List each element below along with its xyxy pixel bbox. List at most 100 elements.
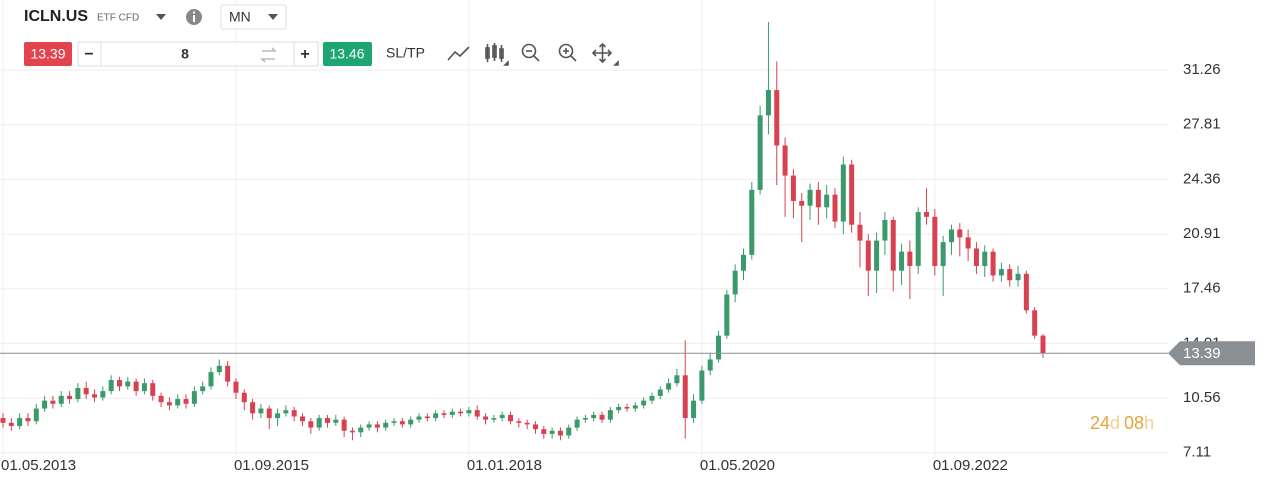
candle-body: [433, 413, 439, 419]
candle-body: [1040, 335, 1046, 354]
symbol-dropdown[interactable]: [156, 14, 166, 20]
candle-body: [724, 294, 730, 336]
candle-body: [774, 90, 780, 146]
candle-body: [366, 424, 372, 428]
candle-chart-icon[interactable]: [485, 43, 509, 66]
candle-body: [824, 194, 830, 208]
candle-body: [75, 387, 81, 400]
x-tick-label: 01.05.2020: [700, 457, 775, 474]
candle-body: [208, 372, 214, 387]
candle-body: [100, 391, 106, 398]
sl-tp-button[interactable]: SL/TP: [386, 45, 425, 61]
candle-body: [474, 410, 480, 417]
candle-body: [316, 418, 322, 428]
swap-icon[interactable]: [260, 47, 277, 63]
zoom-in-icon[interactable]: [558, 43, 577, 62]
candle-body: [832, 194, 838, 222]
candle-body: [815, 189, 821, 208]
timeframe-select[interactable]: [220, 4, 287, 30]
candle-body: [408, 419, 414, 425]
candle-body: [283, 410, 289, 414]
candle-body: [8, 422, 14, 426]
candle-body: [341, 419, 347, 431]
candle-body: [191, 391, 197, 404]
symbol[interactable]: ICLN.US: [24, 8, 88, 25]
timeframe-dropdown: [268, 14, 278, 20]
current-price-tag: [1168, 341, 1255, 366]
candle-body: [757, 115, 763, 190]
x-tick-label: 01.05.2013: [1, 457, 76, 474]
candle-body: [233, 381, 239, 393]
candle-body: [175, 399, 181, 406]
candle-body: [250, 402, 256, 414]
candle-body: [666, 383, 672, 390]
candle-body: [383, 422, 389, 428]
minus-button[interactable]: −: [84, 46, 93, 63]
sell-button[interactable]: [24, 42, 72, 66]
pan-icon[interactable]: [591, 42, 619, 66]
candle-body: [308, 421, 314, 428]
grid: [0, 0, 1168, 458]
candle-body: [25, 418, 31, 422]
candle-body: [965, 237, 971, 249]
candle-body: [58, 395, 64, 404]
candle-body: [915, 212, 921, 266]
candle-body: [990, 251, 996, 276]
candle-body: [957, 229, 963, 238]
quantity-input[interactable]: 8: [181, 46, 189, 62]
candle-body: [840, 164, 846, 222]
candle-body: [607, 410, 613, 420]
candle-body: [982, 251, 988, 266]
candle-body: [740, 254, 746, 271]
candle-body: [216, 365, 222, 373]
candle-body: [641, 400, 647, 406]
candle-body: [790, 175, 796, 201]
candle-body: [632, 405, 638, 409]
candle-body: [225, 365, 231, 382]
candle-body: [516, 421, 522, 423]
candle-body: [133, 381, 139, 392]
y-tick-label: 31.26: [1183, 61, 1221, 78]
candle-body: [907, 251, 913, 266]
candle-body: [466, 410, 472, 414]
candle-body: [566, 427, 572, 436]
candle-body: [508, 414, 514, 422]
candle-body: [599, 414, 605, 420]
y-tick-label: 17.46: [1183, 280, 1221, 297]
candle-body: [166, 402, 172, 406]
buy-button[interactable]: [323, 42, 372, 66]
candle-body: [499, 414, 505, 419]
candle-body: [582, 418, 588, 420]
candle-body: [649, 395, 655, 401]
candle-body: [932, 216, 938, 266]
candle-body: [749, 189, 755, 255]
candle-body: [948, 229, 954, 243]
candle-body: [333, 419, 339, 423]
candle-body: [541, 429, 547, 434]
candle-body: [998, 269, 1004, 276]
y-tick-label: 20.91: [1183, 225, 1221, 242]
candle-body: [857, 224, 863, 241]
candles: [0, 21, 1046, 441]
candle-body: [807, 189, 813, 206]
candle-body: [624, 406, 630, 409]
candle-body: [125, 381, 131, 387]
candle-body: [266, 408, 272, 419]
candle-body: [458, 411, 464, 414]
buy-price: 13.46: [329, 46, 364, 62]
candle-body: [616, 406, 622, 411]
countdown-hours-unit: h: [1144, 413, 1154, 433]
info-icon[interactable]: [186, 9, 202, 25]
countdown-days-unit: d: [1110, 413, 1120, 433]
candle-body: [707, 359, 713, 371]
candle-body: [374, 424, 380, 428]
plus-button[interactable]: +: [300, 46, 309, 63]
candle-body: [0, 418, 6, 423]
zoom-out-icon[interactable]: [521, 43, 540, 62]
candle-body: [574, 419, 580, 428]
line-chart-icon[interactable]: [447, 46, 470, 61]
candle-body: [732, 270, 738, 295]
candle-body: [358, 427, 364, 433]
candle-body: [716, 335, 722, 360]
